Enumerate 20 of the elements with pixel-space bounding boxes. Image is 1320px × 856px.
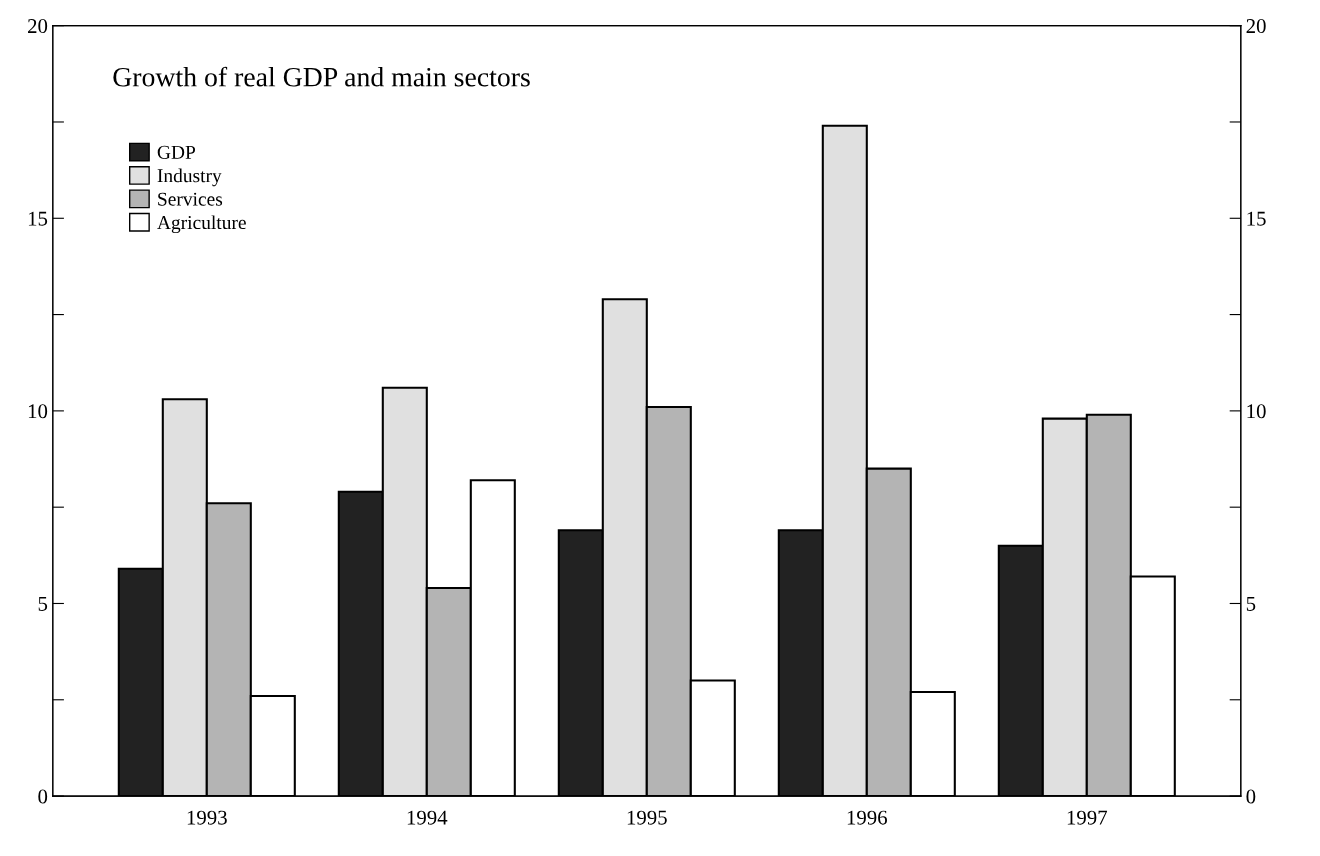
x-tick-label: 1993	[187, 810, 227, 825]
x-tick-label: 1994	[407, 810, 448, 825]
y2-tick-label: 0	[1246, 789, 1256, 804]
y-tick-label: 5	[38, 597, 48, 611]
legend-label: Industry	[157, 168, 222, 187]
x-tick-label: 1996	[847, 810, 888, 825]
y2-tick-label: 15	[1247, 211, 1266, 226]
y2-tick-label: 20	[1246, 19, 1266, 34]
legend-label: GDP	[157, 145, 196, 159]
x-tick-label: 1995	[627, 810, 667, 825]
legend-label: Services	[158, 192, 223, 206]
legend-label: Agriculture	[157, 215, 246, 234]
y-tick-label: 10	[28, 404, 48, 419]
y2-tick-label: 10	[1247, 404, 1266, 419]
y-tick-label: 0	[38, 789, 48, 804]
y2-tick-label: 5	[1246, 597, 1256, 611]
y-tick-label: 20	[28, 19, 48, 34]
x-tick-label: 1997	[1067, 810, 1108, 825]
text: Growth of real GDP and main sectors	[113, 66, 530, 87]
y-tick-label: 15	[28, 211, 48, 226]
